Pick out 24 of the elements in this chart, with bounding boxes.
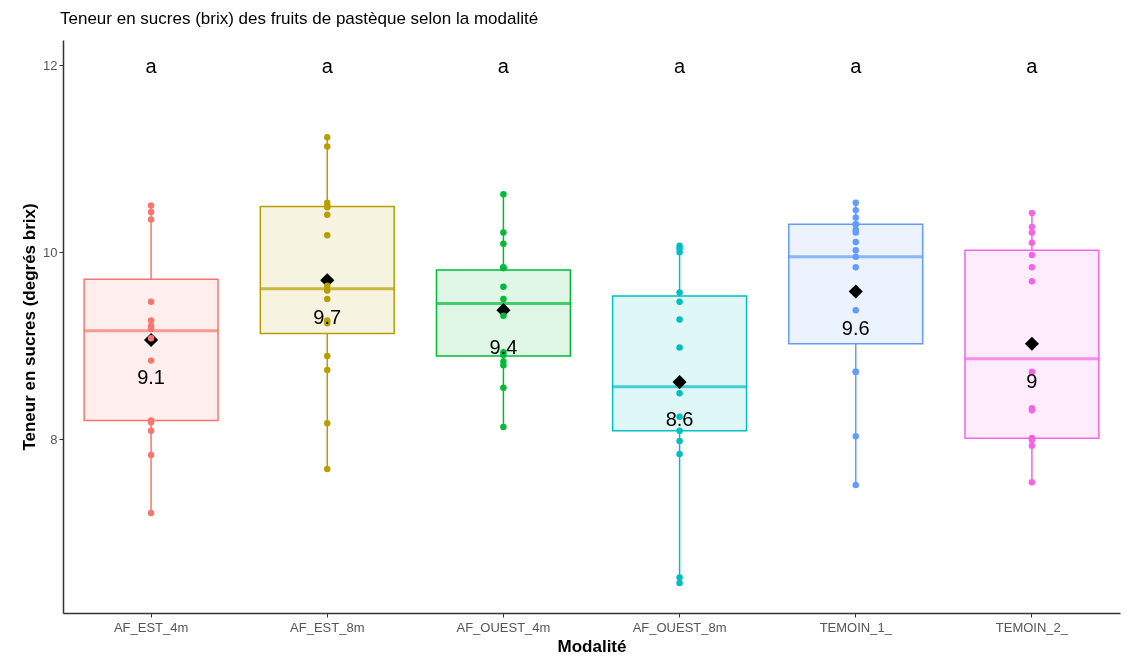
x-tick-label: AF_EST_8m [290,619,365,635]
annotation: 9.7 [313,306,342,329]
annotation: a [497,55,510,77]
x-tick-label: AF_EST_4m [113,619,189,635]
x-axis-title: Modalité [557,636,627,656]
y-tick-label: 12 [43,57,58,73]
annotation: a [145,55,158,77]
annotation: 8.6 [665,408,694,431]
y-tick-label: 8 [50,431,58,447]
x-tick-label: AF_OUEST_4m [456,619,551,635]
annotation: 9.4 [489,336,518,359]
x-tick-label: AF_OUEST_8m [632,619,727,635]
annotation: a [1026,55,1039,77]
annotation: a [850,55,863,77]
chart-title: Teneur en sucres (brix) des fruits de pastèque selon la modalité [60,9,539,28]
annotation: 9.1 [137,366,165,389]
y-axis-title: Teneur en sucres (degrés brix) [20,203,40,451]
annotation: a [321,55,334,77]
x-tick-label: TEMOIN_1_ [819,619,893,635]
annotation: 9.6 [841,317,870,340]
x-tick-label: TEMOIN_2_ [995,619,1069,635]
y-tick-label: 10 [43,244,58,260]
annotation: 9 [1026,369,1038,392]
annotation: a [674,55,687,77]
